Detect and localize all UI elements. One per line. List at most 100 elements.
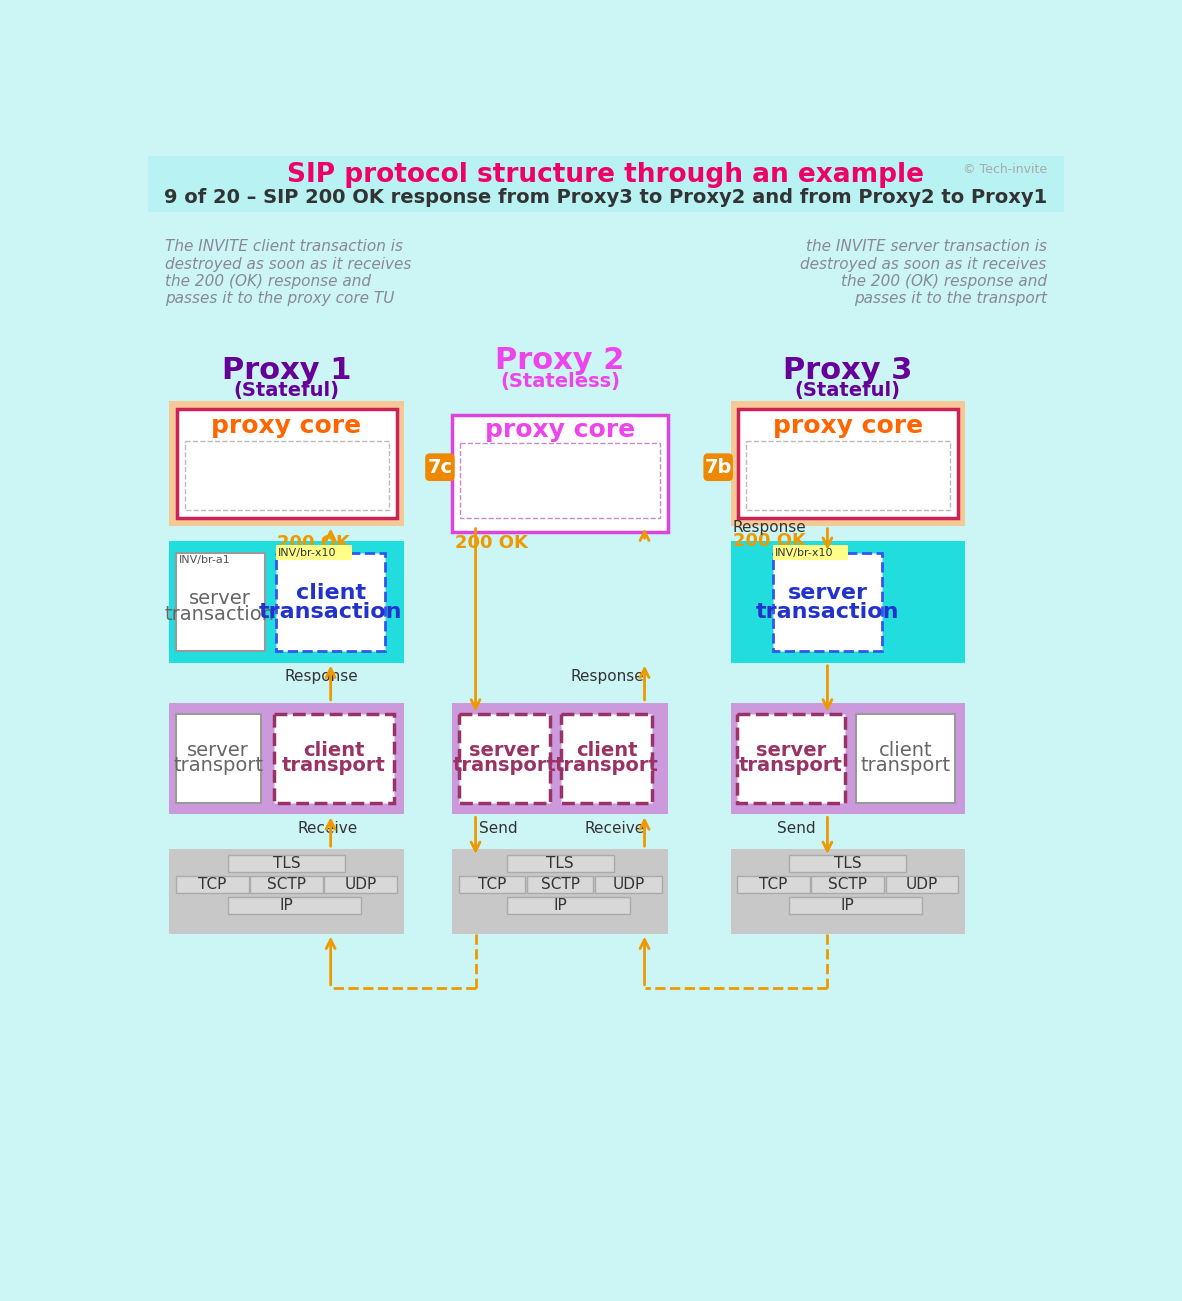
Bar xyxy=(790,896,922,913)
Text: TCP: TCP xyxy=(197,877,226,892)
Text: SCTP: SCTP xyxy=(829,877,868,892)
Text: Response: Response xyxy=(284,669,358,684)
Text: Receive: Receive xyxy=(298,821,358,835)
Text: UDP: UDP xyxy=(905,877,939,892)
Bar xyxy=(739,409,957,518)
Bar xyxy=(746,441,950,510)
Bar xyxy=(274,714,395,803)
Bar xyxy=(885,876,959,892)
Text: client: client xyxy=(296,583,365,604)
Text: client: client xyxy=(576,742,637,760)
Bar xyxy=(736,714,845,803)
Text: server: server xyxy=(787,583,868,604)
Text: transport: transport xyxy=(281,756,385,775)
Bar xyxy=(453,703,668,814)
Text: transport: transport xyxy=(174,756,264,775)
Bar xyxy=(856,714,955,803)
Text: server: server xyxy=(187,742,249,760)
Bar xyxy=(736,876,810,892)
Text: Proxy 2: Proxy 2 xyxy=(495,346,625,375)
Text: transaction: transaction xyxy=(755,602,900,622)
Bar xyxy=(169,541,404,662)
Text: SCTP: SCTP xyxy=(267,877,306,892)
Bar xyxy=(169,703,404,814)
Text: TCP: TCP xyxy=(478,877,506,892)
Text: (Stateful): (Stateful) xyxy=(234,381,339,401)
Bar xyxy=(453,415,668,532)
Text: SIP protocol structure through an example: SIP protocol structure through an exampl… xyxy=(287,161,924,187)
Text: transport: transport xyxy=(860,756,950,775)
Text: IP: IP xyxy=(280,898,293,913)
Bar xyxy=(460,444,660,518)
Text: INV/br-a1: INV/br-a1 xyxy=(178,556,230,565)
Bar xyxy=(459,714,550,803)
Bar xyxy=(527,876,593,892)
Bar xyxy=(595,876,662,892)
Text: 7c: 7c xyxy=(428,458,453,476)
Bar xyxy=(560,714,652,803)
Text: TLS: TLS xyxy=(273,856,300,872)
Text: INV/br-x10: INV/br-x10 xyxy=(774,548,833,558)
Text: UDP: UDP xyxy=(345,877,377,892)
FancyBboxPatch shape xyxy=(703,453,733,481)
Text: Send: Send xyxy=(480,821,518,835)
Bar xyxy=(730,401,966,526)
Text: IP: IP xyxy=(840,898,855,913)
Bar xyxy=(459,876,525,892)
FancyBboxPatch shape xyxy=(426,453,455,481)
Text: 200 OK: 200 OK xyxy=(733,532,806,550)
Bar xyxy=(169,401,404,526)
Text: Proxy 3: Proxy 3 xyxy=(782,355,913,385)
Text: TLS: TLS xyxy=(833,856,862,872)
Text: Response: Response xyxy=(571,669,644,684)
Text: TLS: TLS xyxy=(546,856,574,872)
Text: 200 OK: 200 OK xyxy=(455,533,527,552)
Text: transport: transport xyxy=(739,756,843,775)
Text: Proxy 1: Proxy 1 xyxy=(222,355,351,385)
Text: 200 OK: 200 OK xyxy=(277,533,350,552)
Bar xyxy=(773,553,882,652)
Bar xyxy=(277,553,385,652)
Bar xyxy=(251,876,323,892)
Text: transaction: transaction xyxy=(259,602,402,622)
Text: IP: IP xyxy=(553,898,567,913)
Text: (Stateless): (Stateless) xyxy=(500,372,621,392)
Text: transaction: transaction xyxy=(164,605,275,623)
Text: (Stateful): (Stateful) xyxy=(794,381,901,401)
Text: TCP: TCP xyxy=(759,877,787,892)
Text: server: server xyxy=(469,742,539,760)
Text: proxy core: proxy core xyxy=(485,418,635,442)
Text: The INVITE client transaction is
destroyed as soon as it receives
the 200 (OK) r: The INVITE client transaction is destroy… xyxy=(164,239,411,307)
Bar xyxy=(228,896,361,913)
Text: server: server xyxy=(755,742,826,760)
Bar xyxy=(176,553,265,652)
Bar xyxy=(811,876,884,892)
Bar xyxy=(277,545,351,561)
Text: Send: Send xyxy=(777,821,816,835)
Bar xyxy=(507,896,630,913)
Text: UDP: UDP xyxy=(612,877,644,892)
Text: client: client xyxy=(303,742,364,760)
Text: © Tech-invite: © Tech-invite xyxy=(962,164,1047,177)
Text: proxy core: proxy core xyxy=(773,414,923,437)
Text: Receive: Receive xyxy=(584,821,644,835)
Text: 9 of 20 – SIP 200 OK response from Proxy3 to Proxy2 and from Proxy2 to Proxy1: 9 of 20 – SIP 200 OK response from Proxy… xyxy=(164,189,1047,207)
Bar xyxy=(176,876,248,892)
Text: transport: transport xyxy=(453,756,557,775)
Bar xyxy=(228,855,345,872)
Bar xyxy=(169,850,404,934)
Bar xyxy=(730,850,966,934)
Text: proxy core: proxy core xyxy=(212,414,362,437)
Text: server: server xyxy=(189,589,251,609)
Bar xyxy=(324,876,397,892)
Text: client: client xyxy=(879,742,933,760)
Bar xyxy=(773,545,849,561)
Text: the INVITE server transaction is
destroyed as soon as it receives
the 200 (OK) r: the INVITE server transaction is destroy… xyxy=(800,239,1047,307)
Text: transport: transport xyxy=(554,756,658,775)
Text: 7b: 7b xyxy=(704,458,732,476)
Bar xyxy=(184,441,389,510)
Bar xyxy=(790,855,907,872)
Bar xyxy=(453,850,668,934)
Bar xyxy=(177,409,396,518)
Bar xyxy=(176,714,261,803)
